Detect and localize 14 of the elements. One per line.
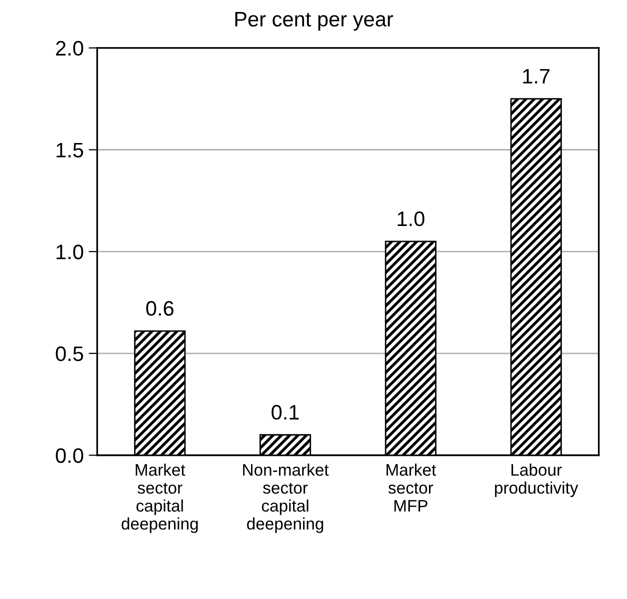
x-tick-label: Market sector capital deepening [122, 464, 198, 533]
data-label: 0.6 [146, 301, 174, 316]
x-tick-label: Market sector MFP [386, 464, 436, 512]
y-tick-label: 2.0 [56, 40, 84, 56]
x-tick-label: Labour productivity [495, 464, 578, 498]
y-tick-label: 1.5 [56, 142, 84, 158]
data-label: 1.7 [523, 69, 550, 84]
data-label: 1.0 [398, 211, 424, 226]
y-tick-label: 1.0 [56, 244, 84, 260]
y-tick-label: 0.5 [56, 346, 84, 362]
chart-title: Per cent per year [235, 12, 394, 31]
data-label: 0.1 [272, 404, 299, 420]
y-tick-label: 0.0 [56, 448, 84, 463]
x-tick-label: Non-market sector capital deepening [243, 464, 329, 533]
